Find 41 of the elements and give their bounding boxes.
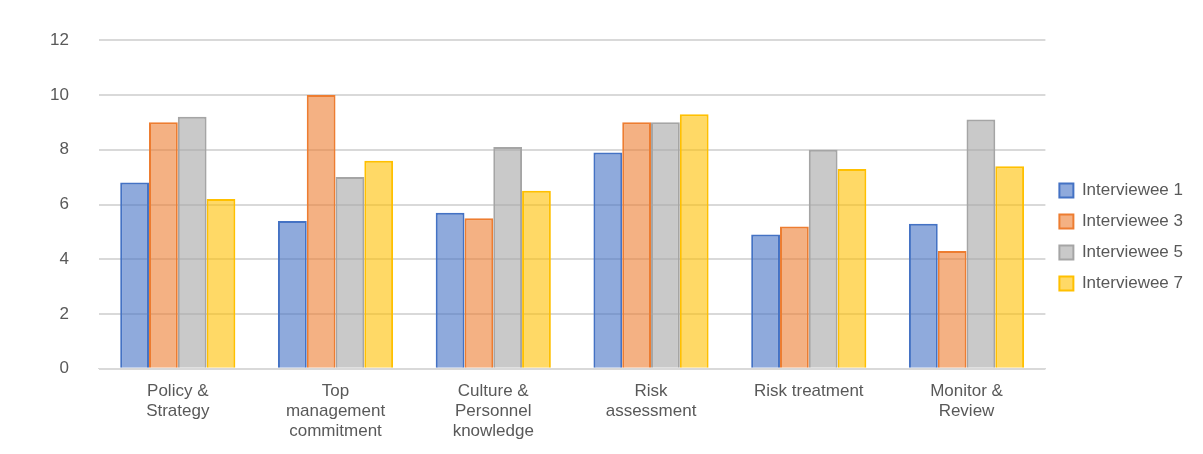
bar <box>937 251 967 368</box>
bar <box>277 220 307 368</box>
bar <box>522 190 551 368</box>
bar <box>837 168 867 368</box>
x-tick-label: Culture & Personnel knowledge <box>452 380 534 441</box>
bar <box>464 218 494 368</box>
y-tick-label: 8 <box>59 139 69 159</box>
bar <box>622 122 652 368</box>
x-tick-label: Monitor & Review <box>930 380 1004 421</box>
bar <box>908 223 938 368</box>
x-tick-label: Risk treatment <box>753 380 864 400</box>
y-tick-label: 0 <box>59 358 69 378</box>
legend-label: Interviewee 7 <box>1081 273 1184 293</box>
bar <box>364 160 394 368</box>
legend-label: Interviewee 1 <box>1081 180 1184 200</box>
bar <box>493 147 523 368</box>
x-tick-label: Top management commitment <box>285 380 386 441</box>
bar <box>306 94 336 368</box>
bar <box>966 119 996 368</box>
bar <box>679 114 709 368</box>
bar <box>779 226 809 368</box>
x-tick-label: Policy & Strategy <box>146 380 210 421</box>
bar <box>335 177 365 368</box>
y-tick-label: 4 <box>59 248 69 268</box>
y-tick-label: 12 <box>49 29 69 49</box>
bar <box>120 182 149 368</box>
x-tick-label: Risk assessment <box>605 380 697 421</box>
legend-label: Interviewee 3 <box>1081 211 1184 231</box>
y-tick-label: 6 <box>59 194 69 214</box>
bar <box>435 212 465 368</box>
bar <box>808 149 838 368</box>
bar <box>593 152 623 368</box>
bar <box>206 199 236 368</box>
bar <box>751 234 780 368</box>
bar <box>995 166 1025 368</box>
legend-label: Interviewee 5 <box>1081 242 1184 262</box>
bar <box>651 122 680 368</box>
y-tick-label: 2 <box>59 303 69 323</box>
bar <box>177 116 207 368</box>
y-tick-label: 10 <box>49 84 69 104</box>
bar <box>148 122 178 368</box>
